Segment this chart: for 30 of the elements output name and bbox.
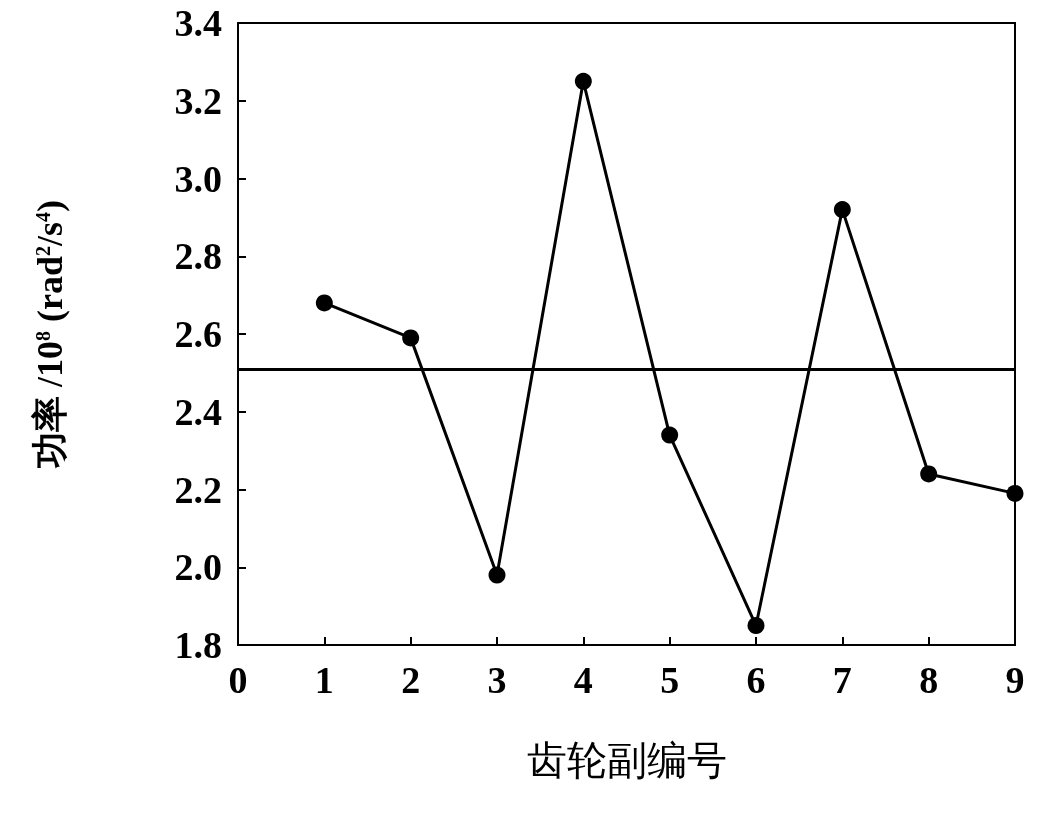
x-tick-label: 6 bbox=[746, 659, 766, 701]
y-tick-label: 3.4 bbox=[174, 2, 222, 44]
x-tick-label: 8 bbox=[919, 659, 939, 701]
point bbox=[574, 72, 592, 90]
y-tick-label: 3.0 bbox=[174, 157, 222, 200]
x-tick-label: 9 bbox=[1005, 659, 1025, 701]
point bbox=[402, 329, 420, 347]
point bbox=[661, 426, 679, 444]
point bbox=[1006, 484, 1024, 502]
y-tick-label: 1.8 bbox=[174, 624, 222, 666]
y-tick-label: 2.2 bbox=[174, 468, 222, 511]
y-tick-label: 2.6 bbox=[174, 313, 222, 355]
x-tick-label: 4 bbox=[573, 659, 593, 701]
y-tick-label: 2.0 bbox=[174, 546, 222, 589]
y-tick-label: 2.8 bbox=[174, 235, 222, 278]
point bbox=[747, 617, 765, 635]
x-tick-label: 1 bbox=[314, 659, 334, 701]
y-tick-label: 3.2 bbox=[174, 79, 222, 122]
x-tick-label: 0 bbox=[228, 659, 248, 701]
point bbox=[833, 201, 851, 219]
point bbox=[920, 465, 938, 483]
x-tick-label: 5 bbox=[660, 659, 680, 701]
x-axis-title: 齿轮副编号 bbox=[526, 737, 727, 783]
y-axis-title: 功率 /108 (rad2/s4) bbox=[30, 200, 70, 469]
x-tick-label: 3 bbox=[487, 659, 507, 701]
x-tick-label: 7 bbox=[832, 659, 852, 701]
x-tick-label: 2 bbox=[401, 659, 421, 701]
point bbox=[315, 294, 333, 312]
y-tick-label: 2.4 bbox=[174, 390, 222, 433]
point bbox=[488, 566, 506, 584]
